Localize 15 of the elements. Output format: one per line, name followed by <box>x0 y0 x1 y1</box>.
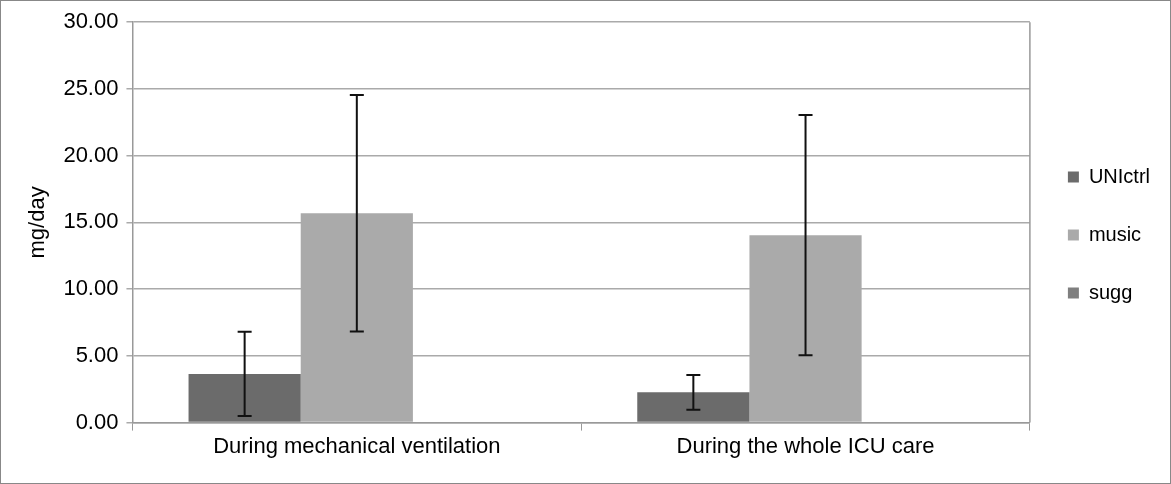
bar <box>188 373 301 422</box>
legend-label: UNIctrl <box>1088 164 1151 187</box>
y-tick-label: 25.00 <box>63 75 119 100</box>
x-tick-label: During mechanical ventilation <box>213 432 501 458</box>
y-tick-label: 20.00 <box>63 141 119 167</box>
y-tick-label: 10.00 <box>63 275 119 301</box>
legend-label: music <box>1088 222 1142 245</box>
y-tick-label: 15.00 <box>63 208 119 234</box>
bar <box>637 392 750 422</box>
y-axis-title: mg/day <box>24 186 50 259</box>
y-tick-label: 30.00 <box>63 8 119 34</box>
legend-label: sugg <box>1088 280 1133 303</box>
y-tick-label: 0.00 <box>75 408 119 434</box>
x-tick-label: During the whole ICU care <box>676 432 935 458</box>
y-tick-label: 5.00 <box>75 341 119 367</box>
